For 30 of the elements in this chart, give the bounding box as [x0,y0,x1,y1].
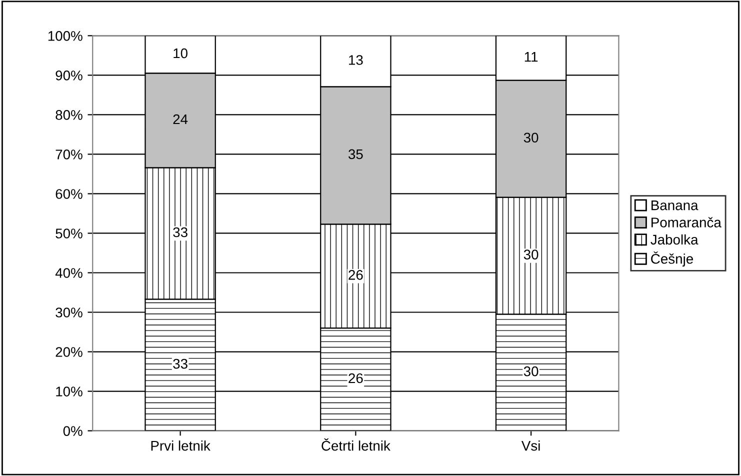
data-label: 13 [349,55,363,65]
y-tick-label: 90% [56,70,82,80]
x-tick-label: Četrti letnik [322,438,390,451]
y-tick-label: 40% [55,268,82,278]
y-tick-label: 0% [63,426,82,436]
y-tick-label: 10% [56,386,82,396]
y-tick-label: 50% [56,228,82,238]
legend-label: Banana [652,200,698,210]
legend-label: Češnje [651,252,693,267]
data-label: 30 [524,132,538,143]
y-tick-label: 30% [56,308,82,318]
y-tick-label: 60% [56,189,82,199]
data-label: 11 [524,52,538,62]
y-tick-label: 20% [56,347,82,357]
x-tick-label: Prvi letnik [151,440,210,451]
data-label: 30 [524,366,538,376]
data-label: 35 [348,149,363,160]
x-tick-label: Vsi [521,440,540,451]
legend-label: Pomaranča [652,217,722,228]
data-label: 26 [348,270,363,280]
legend-label: Jabolka [650,234,698,245]
data-label: 24 [173,114,188,124]
data-label: 10 [174,48,188,58]
y-tick-label: 70% [56,150,82,160]
data-label: 33 [173,227,188,238]
y-tick-label: 80% [56,110,82,120]
data-label: 30 [524,250,538,260]
y-tick-label: 100% [48,31,82,41]
data-label: 26 [348,373,363,384]
data-label: 33 [173,358,188,369]
